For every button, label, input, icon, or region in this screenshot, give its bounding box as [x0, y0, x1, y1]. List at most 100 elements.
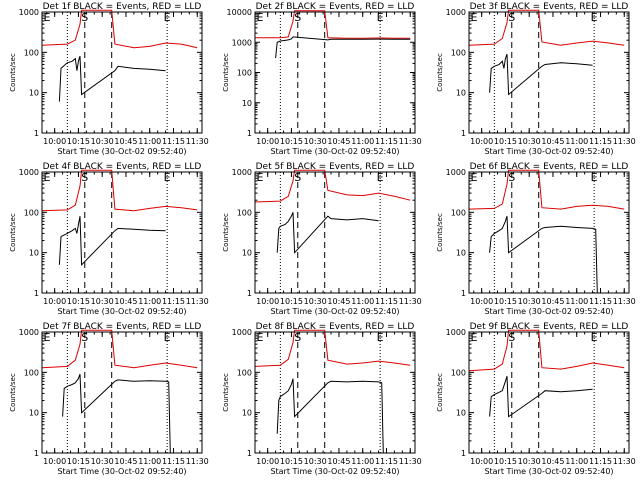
series-line-events: [58, 216, 166, 266]
chart-title: Det 9f BLACK = Events, RED = LLD: [470, 322, 629, 332]
x-tick-label: 10:00: [470, 297, 493, 306]
x-tick-label: 10:30: [304, 297, 327, 306]
x-tick-label: 11:00: [565, 457, 588, 466]
marker-label-3: E: [164, 331, 171, 344]
y-axis-label: Counts/sec: [436, 373, 444, 412]
y-axis-label: Counts/sec: [9, 53, 17, 92]
x-tick-label: 11:00: [565, 297, 588, 306]
marker-label-2: S: [508, 331, 515, 344]
y-tick-label: 1: [34, 289, 39, 298]
marker-label-2: S: [508, 171, 515, 184]
marker-label-1: E: [257, 171, 264, 184]
x-tick-label: 10:30: [91, 457, 114, 466]
x-tick-label: 10:00: [470, 137, 493, 146]
x-axis-label: Start Time (30-Oct-02 09:52:40): [57, 147, 186, 156]
chart-title: Det 1f BLACK = Events, RED = LLD: [43, 2, 202, 12]
x-axis-label: Start Time (30-Oct-02 09:52:40): [270, 467, 399, 476]
series-line-events: [489, 376, 593, 418]
x-tick-label: 10:45: [114, 297, 137, 306]
x-tick-label: 10:45: [541, 297, 564, 306]
marker-label-2: S: [294, 11, 301, 24]
x-tick-label: 11:30: [399, 297, 422, 306]
series-line-lld: [41, 329, 198, 369]
series-line-events: [62, 374, 171, 454]
series-line-events: [58, 56, 166, 102]
x-axis-label: Start Time (30-Oct-02 09:52:40): [484, 307, 613, 316]
marker-label-2: S: [294, 331, 301, 344]
y-tick-label: 10: [456, 409, 466, 418]
x-tick-label: 11:00: [351, 297, 374, 306]
x-tick-label: 10:45: [327, 137, 350, 146]
x-axis-label: Start Time (30-Oct-02 09:52:40): [57, 467, 186, 476]
series-line-lld: [468, 169, 625, 210]
chart-title: Det 3f BLACK = Events, RED = LLD: [470, 2, 629, 12]
x-tick-label: 10:15: [67, 457, 90, 466]
y-tick-label: 1: [34, 129, 39, 138]
marker-label-2: S: [294, 171, 301, 184]
y-tick-label: 1000: [19, 168, 39, 177]
series-line-events: [489, 54, 593, 96]
x-tick-label: 10:15: [494, 297, 517, 306]
plot-frame: [41, 331, 203, 454]
series-line-events: [489, 216, 598, 294]
x-tick-label: 11:30: [613, 137, 636, 146]
y-axis-label: Counts/sec: [9, 213, 17, 252]
series-line-lld: [254, 329, 411, 367]
y-axis-label: Counts/sec: [9, 373, 17, 412]
marker-label-2: S: [81, 11, 88, 24]
y-axis-label: Counts/sec: [222, 213, 230, 252]
y-tick-label: 100: [237, 69, 252, 78]
series-line-events: [276, 212, 379, 254]
marker-label-3: E: [377, 171, 384, 184]
x-tick-label: 10:30: [91, 297, 114, 306]
y-tick-label: 1000: [232, 168, 252, 177]
marker-label-3: E: [591, 171, 598, 184]
x-tick-label: 10:45: [327, 457, 350, 466]
y-tick-label: 100: [24, 208, 39, 217]
y-tick-label: 10: [29, 249, 39, 258]
x-tick-label: 10:45: [114, 457, 137, 466]
y-tick-label: 10: [29, 409, 39, 418]
x-tick-label: 10:30: [304, 137, 327, 146]
chart-title: Det 5f BLACK = Events, RED = LLD: [256, 162, 415, 172]
x-tick-label: 11:30: [186, 457, 209, 466]
y-tick-label: 10: [29, 89, 39, 98]
y-tick-label: 1: [34, 449, 39, 458]
y-tick-label: 10000: [227, 8, 252, 17]
marker-label-1: E: [44, 11, 51, 24]
x-tick-label: 10:15: [280, 137, 303, 146]
y-tick-label: 10: [456, 249, 466, 258]
x-tick-label: 10:45: [541, 137, 564, 146]
x-tick-label: 11:15: [162, 137, 185, 146]
plot-frame: [254, 331, 416, 454]
chart-title: Det 8f BLACK = Events, RED = LLD: [256, 322, 415, 332]
x-axis-label: Start Time (30-Oct-02 09:52:40): [484, 467, 613, 476]
marker-label-3: E: [591, 11, 598, 24]
x-tick-label: 11:15: [162, 457, 185, 466]
x-axis-label: Start Time (30-Oct-02 09:52:40): [484, 147, 613, 156]
marker-label-2: S: [81, 171, 88, 184]
x-tick-label: 11:00: [351, 137, 374, 146]
y-tick-label: 1000: [232, 328, 252, 337]
y-tick-label: 1000: [232, 38, 252, 47]
x-tick-label: 10:00: [43, 457, 66, 466]
x-tick-label: 11:30: [186, 137, 209, 146]
y-axis-label: Counts/sec: [436, 213, 444, 252]
x-tick-label: 10:00: [470, 457, 493, 466]
marker-label-2: S: [508, 11, 515, 24]
x-tick-label: 10:15: [67, 137, 90, 146]
x-tick-label: 10:30: [518, 137, 541, 146]
x-tick-label: 10:15: [494, 457, 517, 466]
marker-label-1: E: [471, 331, 478, 344]
y-tick-label: 1: [461, 129, 466, 138]
x-axis-label: Start Time (30-Oct-02 09:52:40): [57, 307, 186, 316]
chart-title: Det 4f BLACK = Events, RED = LLD: [43, 162, 202, 172]
x-tick-label: 11:15: [375, 457, 398, 466]
x-tick-label: 10:45: [114, 137, 137, 146]
y-tick-label: 1000: [19, 328, 39, 337]
